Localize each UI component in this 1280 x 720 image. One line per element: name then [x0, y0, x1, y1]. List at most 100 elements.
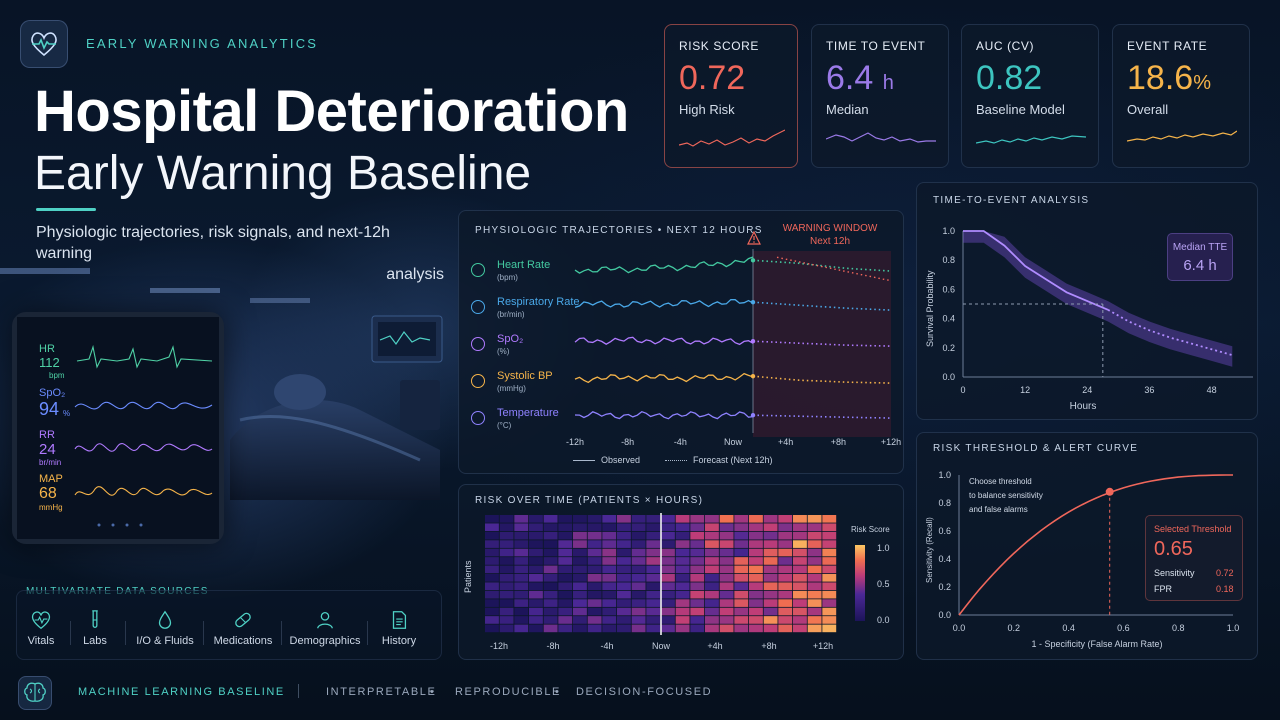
heatmap-cell [822, 523, 837, 532]
roc-note-line: to balance sensitivity [969, 491, 1043, 500]
roc-y-tick: 0.4 [938, 554, 951, 564]
median-tte-unit: h [1208, 257, 1217, 274]
tte-title: TIME-TO-EVENT ANALYSIS [933, 195, 1090, 206]
heatmap-cell [529, 515, 543, 523]
kpi-sparkline [826, 132, 936, 143]
heatmap-cell [705, 548, 719, 557]
heatmap-cell [807, 540, 822, 548]
kicker-label: EARLY WARNING ANALYTICS [86, 36, 319, 51]
heatmap-cell [749, 582, 763, 591]
footer-tag-interpretable: INTERPRETABLE [326, 686, 437, 698]
heatmap-cell [763, 616, 778, 624]
heatmap-cell [646, 540, 661, 548]
heatmap-cell [529, 574, 543, 582]
source-labs[interactable]: Labs [57, 609, 133, 647]
heatmap-cell [661, 565, 675, 574]
heatmap-cell [734, 565, 749, 574]
heatmap-cell [734, 531, 749, 540]
heatmap-cell [499, 624, 514, 633]
heatmap-cell [617, 582, 631, 591]
source-io-fluids[interactable]: I/O & Fluids [127, 609, 203, 647]
source-vitals[interactable]: Vitals [3, 609, 79, 647]
heatmap-cell [646, 548, 661, 557]
heatmap-cell [763, 557, 778, 565]
selected-threshold-box[interactable]: Selected Threshold 0.65 Sensitivity 0.72… [1145, 515, 1243, 601]
heatmap-cell [499, 548, 514, 557]
footer-tag-decision: DECISION-FOCUSED [576, 686, 713, 698]
series-label: Respiratory Rate [497, 296, 580, 308]
heatmap-cell [763, 607, 778, 616]
heatmap-cell [822, 624, 837, 633]
heatmap-cell [793, 582, 807, 591]
heatmap-cell [690, 590, 705, 599]
heatmap-cell [529, 548, 543, 557]
heatmap-cell [778, 607, 793, 616]
kpi-risk-score[interactable]: RISK SCORE 0.72 High Risk [664, 24, 798, 168]
tte-xlabel: Hours [1069, 401, 1097, 412]
kpi-value: 0.72 [679, 59, 783, 98]
heatmap-cell [646, 599, 661, 607]
heatmap-cell [719, 590, 734, 599]
heatmap-cell [631, 523, 646, 532]
heatmap-cell [529, 599, 543, 607]
accent-divider [36, 208, 96, 211]
heatmap-cell [499, 616, 514, 624]
forecast-line-2 [752, 340, 892, 347]
source-history[interactable]: History [361, 609, 437, 647]
heatmap-cell [661, 616, 675, 624]
heatmap-cell [646, 582, 661, 591]
heatmap-cell [705, 540, 719, 548]
fpr-value: 0.18 [1216, 584, 1234, 594]
heatmap-cell [734, 624, 749, 633]
heatmap-cell [807, 607, 822, 616]
heatmap-cell [749, 515, 763, 523]
heatmap-cell [734, 523, 749, 532]
heatmap-cell [587, 616, 602, 624]
heatmap-cell [558, 540, 573, 548]
kpi-auc[interactable]: AUC (CV) 0.82 Baseline Model [961, 24, 1099, 168]
kpi-sub: Baseline Model [976, 102, 1065, 117]
source-medications[interactable]: Medications [205, 609, 281, 647]
colorbar [855, 545, 865, 621]
source-demographics[interactable]: Demographics [287, 609, 363, 647]
tablet-rr-unit: br/min [39, 458, 62, 467]
heatmap-cell [499, 590, 514, 599]
heatmap-cell [587, 540, 602, 548]
heatmap-cell [822, 616, 837, 624]
survival-curve-chart: 1.0 0.8 0.6 0.4 0.2 0.0 0 12 24 36 48 [942, 226, 1253, 395]
heatmap-cell [499, 557, 514, 565]
selected-threshold-label: Selected Threshold [1154, 524, 1232, 534]
heatmap-cell [807, 557, 822, 565]
heatmap-cell [485, 523, 499, 532]
selected-threshold-point [1105, 487, 1114, 496]
tte-y-tick: 1.0 [942, 226, 955, 236]
heatmap-cell [705, 523, 719, 532]
kpi-event-rate[interactable]: EVENT RATE 18.6% Overall [1112, 24, 1250, 168]
heatmap-cell [661, 523, 675, 532]
heatmap-cell [587, 565, 602, 574]
kpi-sub: High Risk [679, 102, 735, 117]
page-title: Hospital Deterioration [34, 79, 629, 144]
heatmap-cell [705, 607, 719, 616]
heatmap-cell [661, 582, 675, 591]
heatmap-cell [514, 624, 529, 633]
heatmap-cell [573, 548, 587, 557]
heatmap-cell [485, 540, 499, 548]
heatmap-cell [631, 531, 646, 540]
colorbar-tick: 1.0 [877, 543, 890, 553]
heatmap-cell [763, 599, 778, 607]
warning-window-shade [753, 251, 891, 437]
forecast-line-3 [752, 375, 892, 384]
heatmap-cell [617, 590, 631, 599]
heatmap-cell [646, 607, 661, 616]
heatmap-cell [543, 531, 558, 540]
heatmap-cell [485, 557, 499, 565]
heatmap-cell [661, 599, 675, 607]
kpi-time-to-event[interactable]: TIME TO EVENT 6.4 h Median [811, 24, 949, 168]
heatmap-cell [675, 557, 690, 565]
heatmap-cell [661, 515, 675, 523]
tablet-rr-value: 24 [39, 441, 56, 458]
median-tte-label: Median TTE [1172, 242, 1228, 253]
heatmap-cell [807, 565, 822, 574]
footer-tag-reproducible: REPRODUCIBLE [455, 686, 561, 698]
